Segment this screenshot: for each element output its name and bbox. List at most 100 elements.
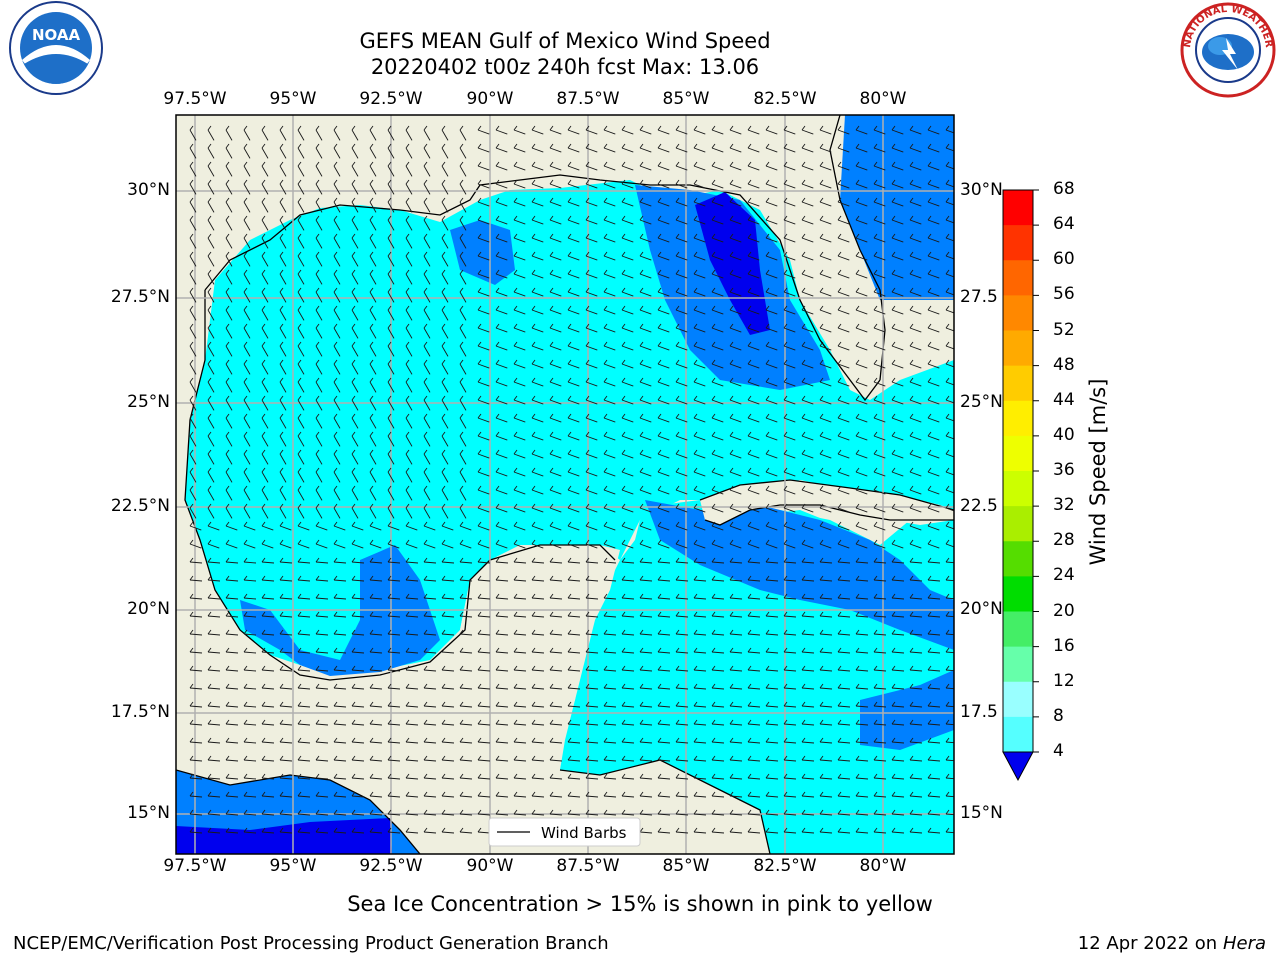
wind-barb	[747, 755, 761, 762]
wind-barb	[603, 431, 616, 441]
wind-barb	[531, 179, 544, 189]
wind-barb	[459, 773, 473, 780]
wind-barb	[315, 521, 328, 531]
wind-barb	[495, 251, 508, 261]
wind-barb	[243, 359, 251, 375]
wind-barb	[225, 449, 233, 465]
wind-barb	[405, 467, 413, 483]
wind-barb	[621, 125, 634, 135]
wind-barb	[207, 161, 215, 177]
wind-barb	[711, 431, 724, 441]
wind-barb	[855, 449, 868, 459]
wind-barb	[603, 395, 616, 405]
wind-barb	[387, 521, 400, 531]
axis-tick-label: 30°N	[127, 180, 170, 200]
wind-barb	[765, 809, 779, 816]
wind-barb	[495, 233, 508, 243]
wind-barb	[585, 539, 598, 549]
wind-barb	[639, 575, 653, 582]
wind-barb	[585, 683, 599, 690]
wind-barb	[225, 125, 233, 141]
wind-barb	[333, 647, 347, 654]
wind-barb	[603, 593, 617, 600]
wind-barb	[855, 773, 869, 780]
wind-barb	[423, 305, 431, 321]
wind-barb	[225, 179, 233, 195]
wind-barb	[225, 215, 233, 231]
wind-barb	[873, 611, 887, 618]
wind-barb	[891, 179, 904, 189]
wind-barb	[225, 683, 239, 690]
wind-barb	[837, 557, 851, 564]
wind-barb	[819, 719, 833, 726]
wind-barb	[207, 665, 221, 672]
wind-barb	[801, 431, 814, 441]
wind-barb	[855, 269, 868, 279]
wind-barb	[855, 503, 868, 513]
wind-barb	[693, 287, 706, 297]
coastline-mexico	[184, 290, 616, 681]
wind-barb	[189, 647, 203, 654]
wind-barb	[315, 683, 329, 690]
wind-barb	[225, 647, 239, 654]
wind-barb	[261, 647, 275, 654]
wind-barb	[729, 413, 742, 423]
wind-barb	[801, 269, 814, 279]
wind-barb	[891, 467, 904, 477]
wind-barb	[945, 269, 954, 278]
wind-barb	[405, 377, 413, 393]
wind-barb	[549, 773, 563, 780]
wind-barb	[711, 413, 724, 423]
wind-barb	[351, 233, 359, 249]
colorbar-band	[1003, 260, 1033, 296]
wind-barb	[405, 521, 418, 531]
wind-barb	[801, 593, 815, 600]
axis-tick-label: 15°N	[127, 803, 170, 823]
wind-barb	[783, 737, 797, 744]
wind-barb	[387, 611, 401, 618]
wind-barb	[675, 737, 689, 744]
wind-barb	[945, 629, 954, 636]
wind-barb	[405, 611, 419, 618]
wind-barb	[423, 629, 437, 636]
wind-barb	[315, 647, 329, 654]
wind-barb	[261, 665, 275, 672]
wind-barb	[765, 413, 778, 423]
wind-barb	[261, 197, 269, 213]
wind-barb	[369, 125, 377, 141]
wind-barb	[297, 197, 305, 213]
wind-barb	[459, 449, 467, 465]
wind-barb	[297, 575, 311, 582]
wind-barb	[909, 233, 922, 243]
wind-barb	[261, 215, 269, 231]
wind-barb	[927, 377, 940, 387]
wind-barb	[297, 143, 305, 159]
wind-barb	[657, 449, 670, 459]
wind-barb	[207, 503, 215, 519]
wind-barb	[585, 449, 598, 459]
wind-barb	[603, 323, 616, 333]
wind-barb	[441, 341, 449, 357]
wind-barb	[927, 449, 940, 459]
wind-barb	[297, 125, 305, 141]
wind-barb	[297, 341, 305, 357]
colorbar-tick-label: 12	[1053, 670, 1075, 691]
wind-barb	[873, 557, 887, 564]
colorbar-tick-label: 60	[1053, 249, 1075, 270]
wind-barb	[387, 125, 395, 141]
axis-tick-label: 95°W	[269, 89, 317, 109]
wind-barb	[909, 395, 922, 405]
wind-barb	[747, 521, 760, 531]
wind-barb	[927, 251, 940, 261]
wind-barb	[513, 197, 526, 207]
wind-barb	[207, 611, 221, 618]
wind-barb	[927, 557, 941, 564]
wind-barb	[693, 359, 706, 369]
wind-barb	[945, 557, 954, 564]
wind-barb	[423, 161, 431, 177]
wind-barb	[585, 179, 598, 189]
wind-barb	[855, 521, 868, 531]
wind-barb	[243, 341, 251, 357]
wind-barb	[243, 287, 251, 303]
wind-barb	[729, 251, 742, 261]
